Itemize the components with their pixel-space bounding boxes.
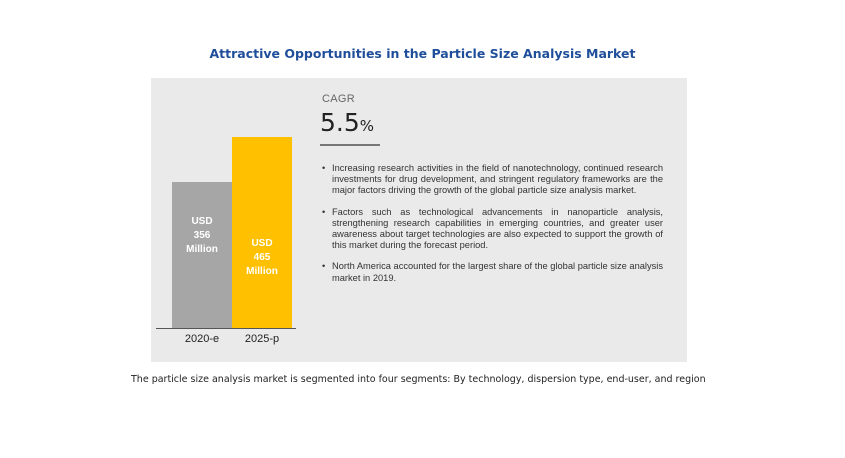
bar-data-label-line: USD bbox=[191, 216, 213, 227]
bar-data-label: USD 356 Million bbox=[172, 215, 232, 257]
cagr-underline bbox=[320, 144, 380, 146]
bar-data-label-line: USD bbox=[251, 238, 273, 249]
key-finding-item: Factors such as technological advancemen… bbox=[322, 207, 663, 252]
bar-2020-e: USD 356 Million bbox=[172, 182, 232, 328]
key-findings-list: Increasing research activities in the fi… bbox=[322, 163, 663, 294]
cagr-value: 5.5% bbox=[320, 108, 374, 137]
x-axis-baseline bbox=[156, 328, 296, 329]
chart-title: Attractive Opportunities in the Particle… bbox=[209, 46, 636, 61]
bar-data-label-line: 465 bbox=[253, 252, 271, 263]
x-tick-label: 2020-e bbox=[184, 333, 220, 345]
bar-data-label-line: 356 bbox=[193, 230, 211, 241]
key-finding-item: North America accounted for the largest … bbox=[322, 261, 663, 283]
bar-data-label-line: Million bbox=[246, 266, 278, 277]
cagr-label: CAGR bbox=[322, 93, 355, 105]
cagr-unit: % bbox=[359, 117, 375, 135]
bar-data-label-line: Million bbox=[186, 244, 218, 255]
bar-data-label: USD 465 Million bbox=[232, 237, 292, 279]
cagr-number: 5.5 bbox=[320, 108, 360, 137]
key-finding-item: Increasing research activities in the fi… bbox=[322, 163, 663, 197]
x-tick-label: 2025-p bbox=[244, 333, 280, 345]
footnote: The particle size analysis market is seg… bbox=[131, 374, 706, 385]
bar-2025-p: USD 465 Million bbox=[232, 137, 292, 328]
